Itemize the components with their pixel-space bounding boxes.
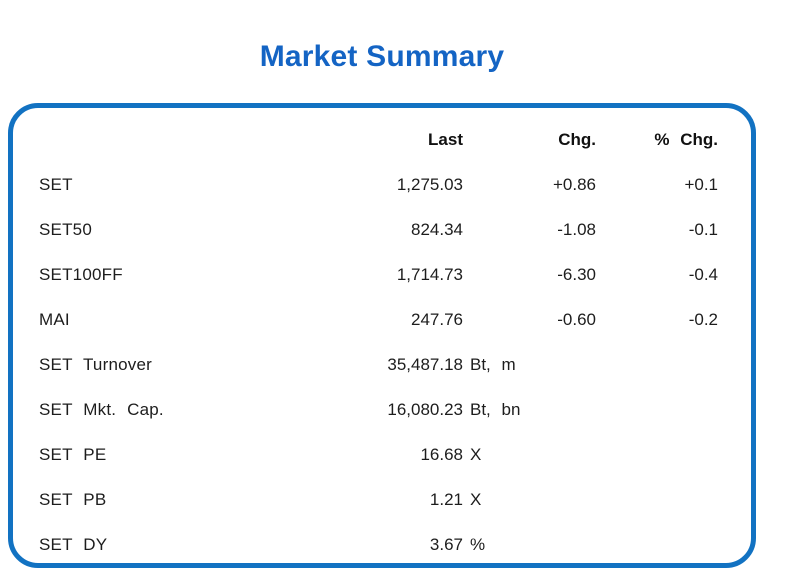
- pct-chg-value: -0.2: [688, 309, 718, 329]
- row-label: SET Mkt. Cap.: [39, 399, 164, 419]
- last-unit: Bt, bn: [470, 399, 521, 419]
- last-value: 1.21: [429, 489, 463, 509]
- table-row-set50: SET50 824.34 -1.08 -0.1: [13, 207, 718, 252]
- last-unit: %: [470, 534, 486, 554]
- last-value: 1,714.73: [396, 264, 463, 284]
- table-row-set-pe: SET PE 16.68 X: [13, 432, 718, 477]
- last-value: 1,275.03: [396, 174, 463, 194]
- last-value: 16,080.23: [387, 399, 463, 419]
- row-label: SET Turnover: [39, 354, 152, 374]
- last-value: 3.67: [429, 534, 463, 554]
- table-row-set100ff: SET100FF 1,714.73 -6.30 -0.4: [13, 252, 718, 297]
- row-label: SET PE: [39, 444, 107, 464]
- table-row-set-mkt-cap: SET Mkt. Cap. 16,080.23 Bt, bn: [13, 387, 718, 432]
- row-label: SET PB: [39, 489, 107, 509]
- table-row-set-dy: SET DY 3.67 %: [13, 522, 718, 563]
- chg-value: +0.86: [552, 174, 596, 194]
- pct-chg-value: -0.1: [688, 219, 718, 239]
- market-summary-panel: Last Chg. % Chg. SET 1,275.03 +0.86 +0.1…: [8, 103, 756, 568]
- last-unit: Bt, m: [470, 354, 516, 374]
- table-row-set-pb: SET PB 1.21 X: [13, 477, 718, 522]
- pct-chg-value: -0.4: [688, 264, 718, 284]
- row-label: SET100FF: [39, 264, 123, 284]
- chg-value: -6.30: [557, 264, 596, 284]
- row-label: SET DY: [39, 534, 108, 554]
- last-unit: X: [470, 489, 482, 509]
- row-label: SET50: [39, 219, 92, 239]
- row-label: MAI: [39, 309, 70, 329]
- table-row-mai: MAI 247.76 -0.60 -0.2: [13, 297, 718, 342]
- col-header-chg: Chg.: [558, 130, 596, 149]
- pct-chg-value: +0.1: [684, 174, 718, 194]
- col-header-pct-chg: % Chg.: [654, 130, 718, 149]
- page-title: Market Summary: [259, 40, 505, 73]
- last-value: 35,487.18: [387, 354, 463, 374]
- last-value: 247.76: [411, 309, 463, 329]
- chg-value: -0.60: [557, 309, 596, 329]
- market-summary-table: Last Chg. % Chg. SET 1,275.03 +0.86 +0.1…: [13, 118, 718, 563]
- row-label: SET: [39, 174, 73, 194]
- chg-value: -1.08: [557, 219, 596, 239]
- last-value: 16.68: [420, 444, 463, 464]
- table-row-set: SET 1,275.03 +0.86 +0.1: [13, 162, 718, 207]
- table-row-set-turnover: SET Turnover 35,487.18 Bt, m: [13, 342, 718, 387]
- table-header-row: Last Chg. % Chg.: [13, 118, 718, 162]
- last-value: 824.34: [411, 219, 463, 239]
- col-header-last: Last: [428, 130, 463, 149]
- last-unit: X: [470, 444, 482, 464]
